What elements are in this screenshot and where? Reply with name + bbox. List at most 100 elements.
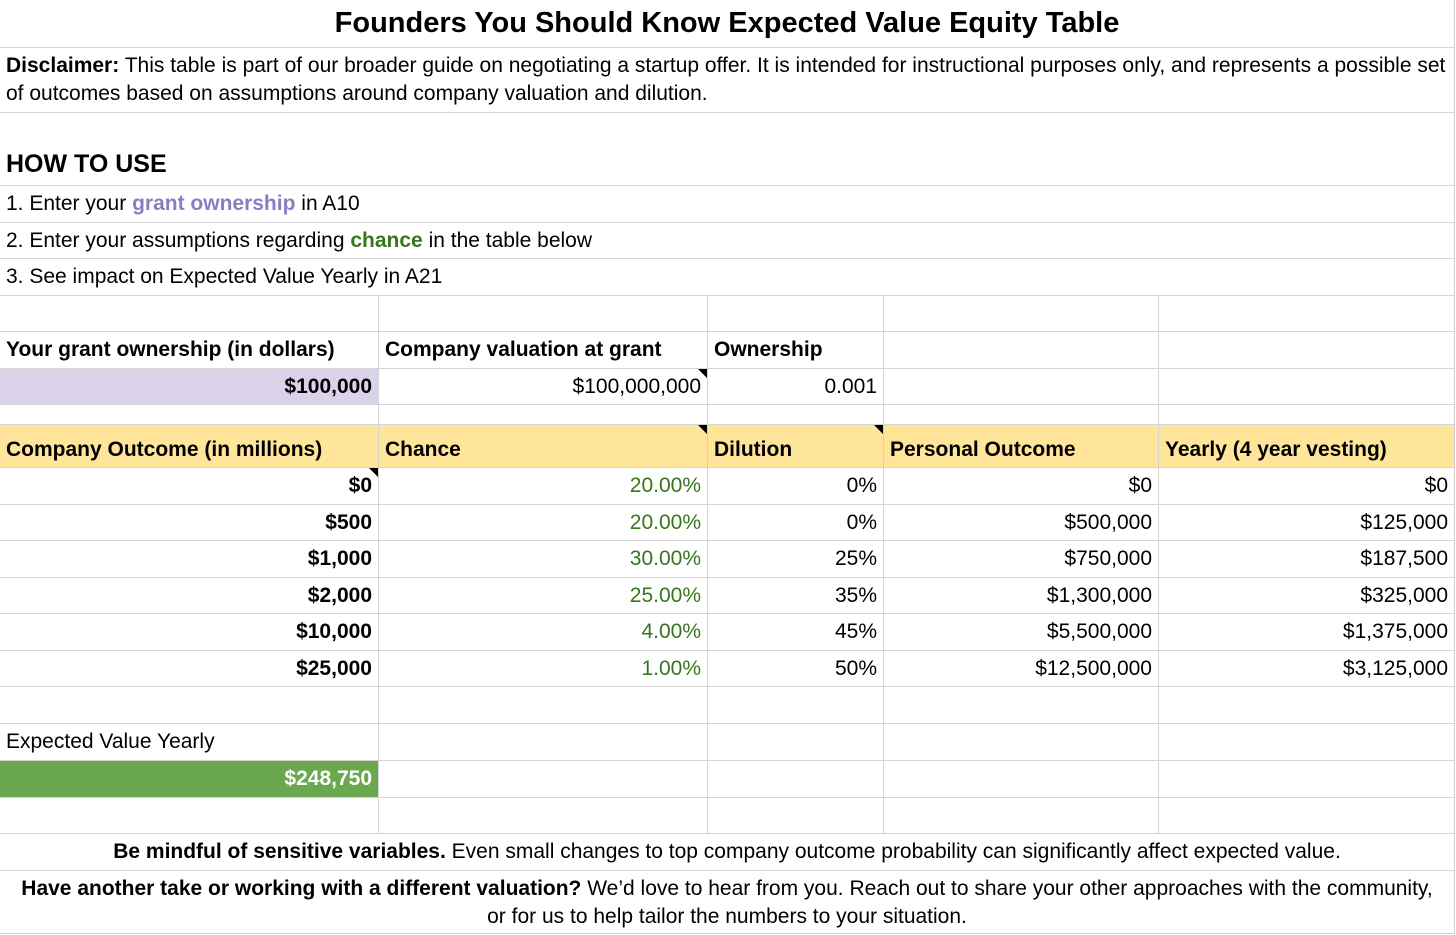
- company-outcome-cell[interactable]: $1,000: [0, 541, 379, 577]
- empty-cell[interactable]: [1159, 761, 1454, 797]
- empty-cell[interactable]: [1159, 724, 1454, 760]
- empty-cell[interactable]: [884, 761, 1159, 797]
- column-header-yearly[interactable]: Yearly (4 year vesting): [1165, 438, 1387, 461]
- expected-value-label[interactable]: Expected Value Yearly: [0, 724, 379, 760]
- company-outcome-cell[interactable]: $2,000: [0, 578, 379, 613]
- empty-cell[interactable]: [708, 405, 884, 424]
- column-header-dilution[interactable]: Dilution: [708, 425, 884, 467]
- empty-cell[interactable]: [884, 332, 1159, 368]
- yearly-cell[interactable]: $1,375,000: [1342, 620, 1448, 643]
- disclaimer-row: Disclaimer: This table is part of our br…: [0, 48, 1454, 113]
- note-1-cell[interactable]: Be mindful of sensitive variables. Even …: [0, 834, 1454, 870]
- yearly-cell[interactable]: $325,000: [1360, 583, 1448, 607]
- empty-cell[interactable]: [1159, 405, 1454, 424]
- column-header-personal-outcome[interactable]: Personal Outcome: [884, 425, 1159, 467]
- chance-cell[interactable]: 20.00%: [379, 505, 708, 540]
- empty-cell[interactable]: [708, 798, 884, 833]
- chance-cell[interactable]: 20.00%: [379, 468, 708, 504]
- spacer-row: [0, 405, 1454, 425]
- dilution-cell[interactable]: 50%: [708, 651, 884, 686]
- empty-cell[interactable]: [379, 296, 708, 331]
- empty-cell[interactable]: [1159, 369, 1454, 404]
- chance-cell[interactable]: 25.00%: [379, 578, 708, 613]
- dilution-cell[interactable]: 35%: [708, 578, 884, 613]
- step-2-pre: 2. Enter your assumptions regarding: [6, 228, 345, 252]
- dilution-cell[interactable]: 25%: [708, 541, 884, 577]
- step-1-pre: 1. Enter your: [6, 192, 127, 215]
- dilution-cell[interactable]: 0%: [708, 505, 884, 540]
- chance-cell[interactable]: 4.00%: [379, 614, 708, 650]
- dilution-cell[interactable]: 0%: [708, 468, 884, 504]
- empty-cell[interactable]: [1159, 296, 1454, 331]
- empty-cell[interactable]: [0, 798, 379, 833]
- expected-value-yearly[interactable]: $248,750: [0, 761, 379, 797]
- step-1-post: in A10: [301, 192, 360, 215]
- yearly-cell[interactable]: $125,000: [1360, 510, 1448, 534]
- grant-ownership-header[interactable]: Your grant ownership (in dollars): [0, 332, 379, 368]
- step-3-cell[interactable]: 3. See impact on Expected Value Yearly i…: [6, 265, 443, 288]
- column-header-company-outcome[interactable]: Company Outcome (in millions): [0, 425, 379, 467]
- ownership-header[interactable]: Ownership: [708, 332, 884, 368]
- how-to-use-heading[interactable]: HOW TO USE: [6, 150, 167, 178]
- company-outcome-cell[interactable]: $500: [0, 505, 379, 540]
- disclaimer-cell[interactable]: Disclaimer: This table is part of our br…: [0, 48, 1454, 112]
- empty-cell[interactable]: [708, 724, 884, 760]
- empty-cell[interactable]: [0, 296, 379, 331]
- personal-outcome-cell[interactable]: $0: [884, 468, 1159, 504]
- input-value-row: $100,000 $100,000,000 0.001: [0, 369, 1454, 405]
- table-row: $0 20.00% 0% $0 $0: [0, 468, 1454, 505]
- chance-cell[interactable]: 30.00%: [379, 541, 708, 577]
- personal-outcome-cell[interactable]: $1,300,000: [884, 578, 1159, 613]
- empty-cell[interactable]: [708, 761, 884, 797]
- ownership-value[interactable]: 0.001: [708, 369, 884, 404]
- input-header-row: Your grant ownership (in dollars) Compan…: [0, 332, 1454, 369]
- table-row: $500 20.00% 0% $500,000 $125,000: [0, 505, 1454, 541]
- empty-cell[interactable]: [379, 405, 708, 424]
- yearly-cell[interactable]: $0: [1424, 474, 1448, 497]
- empty-cell[interactable]: [884, 405, 1159, 424]
- empty-cell[interactable]: [379, 687, 708, 723]
- table-row: $1,000 30.00% 25% $750,000 $187,500: [0, 541, 1454, 578]
- empty-cell[interactable]: [708, 296, 884, 331]
- empty-cell[interactable]: [0, 405, 379, 424]
- empty-row: [0, 296, 1454, 332]
- step-1-cell[interactable]: 1. Enter your grant ownership in A10: [0, 186, 1454, 222]
- personal-outcome-cell[interactable]: $750,000: [884, 541, 1159, 577]
- table-row: $10,000 4.00% 45% $5,500,000 $1,375,000: [0, 614, 1454, 651]
- empty-cell[interactable]: [1159, 332, 1454, 368]
- company-outcome-cell[interactable]: $25,000: [0, 651, 379, 686]
- dilution-cell[interactable]: 45%: [708, 614, 884, 650]
- note-2-cell[interactable]: Have another take or working with a diff…: [0, 871, 1454, 934]
- empty-cell[interactable]: [884, 296, 1159, 331]
- company-outcome-cell[interactable]: $0: [0, 468, 379, 504]
- company-outcome-cell[interactable]: $10,000: [0, 614, 379, 650]
- page-title[interactable]: Founders You Should Know Expected Value …: [334, 7, 1120, 39]
- title-row: Founders You Should Know Expected Value …: [0, 0, 1454, 48]
- chance-cell[interactable]: 1.00%: [379, 651, 708, 686]
- step-2-cell[interactable]: 2. Enter your assumptions regarding chan…: [0, 223, 1454, 258]
- empty-cell[interactable]: [884, 369, 1159, 404]
- personal-outcome-cell[interactable]: $12,500,000: [884, 651, 1159, 686]
- company-valuation-value[interactable]: $100,000,000: [379, 369, 708, 404]
- empty-cell[interactable]: [884, 687, 1159, 723]
- empty-cell[interactable]: [884, 798, 1159, 833]
- empty-cell[interactable]: [379, 724, 708, 760]
- empty-cell[interactable]: [708, 687, 884, 723]
- empty-cell[interactable]: [379, 798, 708, 833]
- company-valuation-header[interactable]: Company valuation at grant: [379, 332, 708, 368]
- empty-cell[interactable]: [0, 687, 379, 723]
- column-header-chance[interactable]: Chance: [379, 425, 708, 467]
- personal-outcome-cell[interactable]: $5,500,000: [884, 614, 1159, 650]
- yearly-cell[interactable]: $3,125,000: [1342, 656, 1448, 680]
- table-row: $2,000 25.00% 35% $1,300,000 $325,000: [0, 578, 1454, 614]
- grant-ownership-input[interactable]: $100,000: [0, 369, 379, 404]
- empty-cell[interactable]: [1159, 798, 1454, 833]
- empty-cell[interactable]: [379, 761, 708, 797]
- note-2-text: We’d love to hear from you. Reach out to…: [487, 876, 1433, 928]
- yearly-cell[interactable]: $187,500: [1360, 547, 1448, 570]
- empty-cell[interactable]: [1159, 687, 1454, 723]
- empty-row: [0, 798, 1454, 834]
- empty-cell[interactable]: [884, 724, 1159, 760]
- personal-outcome-cell[interactable]: $500,000: [884, 505, 1159, 540]
